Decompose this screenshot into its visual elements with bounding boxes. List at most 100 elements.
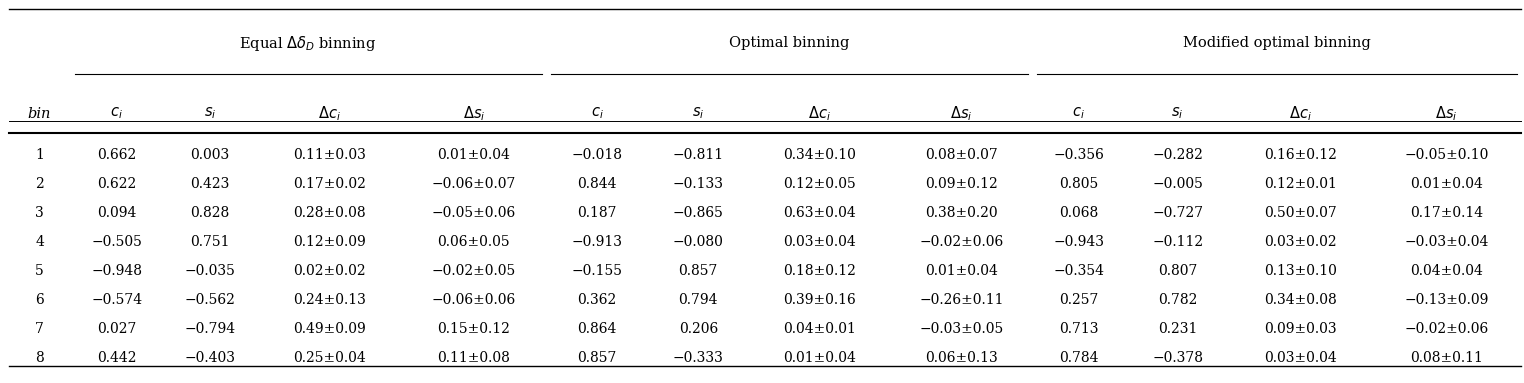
Text: 0.662: 0.662 xyxy=(98,148,136,162)
Text: 0.844: 0.844 xyxy=(578,177,617,191)
Text: 0.63±0.04: 0.63±0.04 xyxy=(783,206,856,220)
Text: 0.25±0.04: 0.25±0.04 xyxy=(293,351,366,365)
Text: $\Delta c_i$: $\Delta c_i$ xyxy=(808,104,831,123)
Text: 1: 1 xyxy=(35,148,44,162)
Text: 0.09±0.12: 0.09±0.12 xyxy=(925,177,998,191)
Text: 0.08±0.11: 0.08±0.11 xyxy=(1410,351,1483,365)
Text: 0.24±0.13: 0.24±0.13 xyxy=(293,293,366,307)
Text: 0.01±0.04: 0.01±0.04 xyxy=(925,264,998,278)
Text: −0.574: −0.574 xyxy=(91,293,142,307)
Text: Equal $\Delta\delta_D$ binning: Equal $\Delta\delta_D$ binning xyxy=(239,34,376,53)
Text: 0.857: 0.857 xyxy=(578,351,617,365)
Text: 0.04±0.01: 0.04±0.01 xyxy=(783,322,856,336)
Text: 0.187: 0.187 xyxy=(578,206,617,220)
Text: Modified optimal binning: Modified optimal binning xyxy=(1183,36,1370,50)
Text: 0.784: 0.784 xyxy=(1059,351,1099,365)
Text: −0.913: −0.913 xyxy=(572,235,622,249)
Text: −0.794: −0.794 xyxy=(184,322,236,336)
Text: −0.133: −0.133 xyxy=(672,177,724,191)
Text: 0.442: 0.442 xyxy=(98,351,137,365)
Text: −0.505: −0.505 xyxy=(91,235,142,249)
Text: 0.08±0.07: 0.08±0.07 xyxy=(925,148,998,162)
Text: $\Delta c_i$: $\Delta c_i$ xyxy=(317,104,340,123)
Text: −0.727: −0.727 xyxy=(1152,206,1204,220)
Text: −0.03±0.04: −0.03±0.04 xyxy=(1404,235,1489,249)
Text: 0.03±0.04: 0.03±0.04 xyxy=(783,235,856,249)
Text: 0.03±0.02: 0.03±0.02 xyxy=(1265,235,1337,249)
Text: −0.06±0.06: −0.06±0.06 xyxy=(431,293,517,307)
Text: $c_i$: $c_i$ xyxy=(1073,106,1085,121)
Text: −0.035: −0.035 xyxy=(184,264,236,278)
Text: 0.11±0.03: 0.11±0.03 xyxy=(293,148,366,162)
Text: 3: 3 xyxy=(35,206,44,220)
Text: 0.11±0.08: 0.11±0.08 xyxy=(437,351,511,365)
Text: 0.17±0.14: 0.17±0.14 xyxy=(1410,206,1483,220)
Text: 0.50±0.07: 0.50±0.07 xyxy=(1265,206,1337,220)
Text: −0.354: −0.354 xyxy=(1053,264,1105,278)
Text: −0.943: −0.943 xyxy=(1053,235,1105,249)
Text: 0.713: 0.713 xyxy=(1059,322,1099,336)
Text: 0.12±0.01: 0.12±0.01 xyxy=(1265,177,1337,191)
Text: 0.15±0.12: 0.15±0.12 xyxy=(437,322,511,336)
Text: 0.01±0.04: 0.01±0.04 xyxy=(783,351,856,365)
Text: 0.04±0.04: 0.04±0.04 xyxy=(1410,264,1483,278)
Text: −0.378: −0.378 xyxy=(1152,351,1202,365)
Text: −0.06±0.07: −0.06±0.07 xyxy=(431,177,517,191)
Text: 8: 8 xyxy=(35,351,44,365)
Text: 2: 2 xyxy=(35,177,44,191)
Text: 0.01±0.04: 0.01±0.04 xyxy=(437,148,511,162)
Text: −0.26±0.11: −0.26±0.11 xyxy=(919,293,1003,307)
Text: 0.17±0.02: 0.17±0.02 xyxy=(293,177,366,191)
Text: 0.01±0.04: 0.01±0.04 xyxy=(1410,177,1483,191)
Text: 0.206: 0.206 xyxy=(678,322,718,336)
Text: 0.782: 0.782 xyxy=(1158,293,1198,307)
Text: −0.03±0.05: −0.03±0.05 xyxy=(919,322,1003,336)
Text: 0.06±0.05: 0.06±0.05 xyxy=(437,235,511,249)
Text: 0.34±0.10: 0.34±0.10 xyxy=(783,148,856,162)
Text: −0.282: −0.282 xyxy=(1152,148,1202,162)
Text: −0.333: −0.333 xyxy=(674,351,724,365)
Text: 0.068: 0.068 xyxy=(1059,206,1099,220)
Text: −0.948: −0.948 xyxy=(91,264,142,278)
Text: −0.05±0.10: −0.05±0.10 xyxy=(1404,148,1489,162)
Text: 0.39±0.16: 0.39±0.16 xyxy=(783,293,856,307)
Text: 0.094: 0.094 xyxy=(98,206,137,220)
Text: 7: 7 xyxy=(35,322,44,336)
Text: $s_i$: $s_i$ xyxy=(1172,106,1184,121)
Text: −0.080: −0.080 xyxy=(674,235,724,249)
Text: 0.12±0.05: 0.12±0.05 xyxy=(783,177,856,191)
Text: 0.751: 0.751 xyxy=(190,235,230,249)
Text: −0.403: −0.403 xyxy=(184,351,236,365)
Text: 0.49±0.09: 0.49±0.09 xyxy=(293,322,366,336)
Text: $c_i$: $c_i$ xyxy=(590,106,604,121)
Text: −0.562: −0.562 xyxy=(184,293,236,307)
Text: 0.003: 0.003 xyxy=(190,148,230,162)
Text: 0.257: 0.257 xyxy=(1059,293,1099,307)
Text: 0.027: 0.027 xyxy=(98,322,137,336)
Text: −0.05±0.06: −0.05±0.06 xyxy=(431,206,517,220)
Text: −0.005: −0.005 xyxy=(1152,177,1202,191)
Text: 6: 6 xyxy=(35,293,44,307)
Text: $\Delta s_i$: $\Delta s_i$ xyxy=(949,104,972,123)
Text: 0.857: 0.857 xyxy=(678,264,718,278)
Text: 0.16±0.12: 0.16±0.12 xyxy=(1265,148,1337,162)
Text: 0.807: 0.807 xyxy=(1158,264,1198,278)
Text: $\Delta c_i$: $\Delta c_i$ xyxy=(1289,104,1312,123)
Text: −0.13±0.09: −0.13±0.09 xyxy=(1404,293,1489,307)
Text: −0.018: −0.018 xyxy=(572,148,622,162)
Text: $\Delta s_i$: $\Delta s_i$ xyxy=(463,104,485,123)
Text: 0.18±0.12: 0.18±0.12 xyxy=(783,264,856,278)
Text: −0.112: −0.112 xyxy=(1152,235,1204,249)
Text: 0.794: 0.794 xyxy=(678,293,718,307)
Text: 0.02±0.02: 0.02±0.02 xyxy=(293,264,366,278)
Text: −0.356: −0.356 xyxy=(1053,148,1105,162)
Text: 0.805: 0.805 xyxy=(1059,177,1099,191)
Text: Optimal binning: Optimal binning xyxy=(728,36,849,50)
Text: $s_i$: $s_i$ xyxy=(204,106,216,121)
Text: $\Delta s_i$: $\Delta s_i$ xyxy=(1436,104,1457,123)
Text: 0.423: 0.423 xyxy=(190,177,230,191)
Text: 0.362: 0.362 xyxy=(578,293,617,307)
Text: 0.28±0.08: 0.28±0.08 xyxy=(293,206,366,220)
Text: 0.38±0.20: 0.38±0.20 xyxy=(925,206,998,220)
Text: 0.03±0.04: 0.03±0.04 xyxy=(1265,351,1337,365)
